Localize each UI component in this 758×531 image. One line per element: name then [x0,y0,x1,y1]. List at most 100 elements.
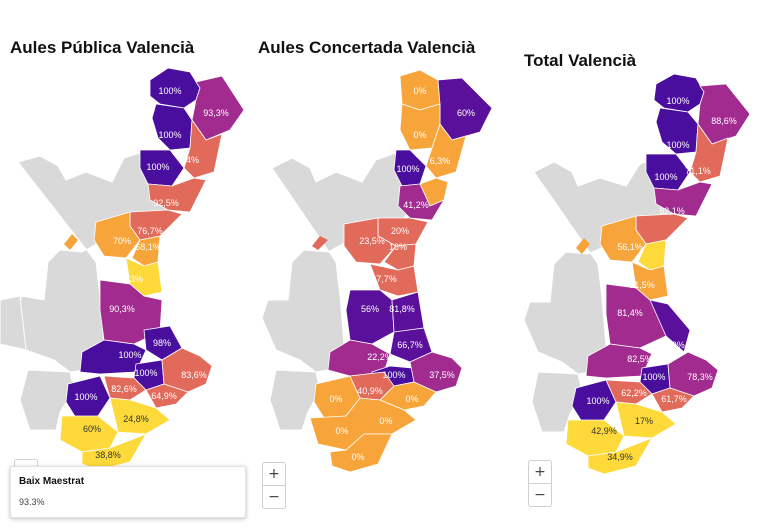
region[interactable] [343,217,397,265]
region[interactable] [425,123,467,179]
region-label: 0% [329,394,342,404]
zoom-in-button[interactable]: + [534,464,546,480]
region-label: 100% [158,130,181,140]
region-label: 73% [125,274,143,284]
zoom-out-button[interactable]: − [529,483,551,506]
region-label: 82,6% [111,384,137,394]
region-label: 81,8% [389,304,415,314]
region-label: 76,7% [137,226,163,236]
region-label: 100% [396,164,419,174]
region-label: 68,1% [135,242,161,252]
region[interactable] [147,177,207,213]
land-background [0,295,27,351]
region[interactable] [327,339,391,377]
region-label: 100% [74,392,97,402]
region[interactable] [649,299,691,353]
region-label: 81,4% [617,308,643,318]
region-label: 42,9% [591,426,617,436]
region-label: 100% [666,140,689,150]
map-publica: 100% 93,3% 100% 84% 100% 92,5% 76,7% 70%… [0,67,245,471]
region[interactable] [93,211,141,259]
region[interactable] [653,181,713,217]
region-label: 84% [181,155,199,165]
region[interactable] [103,375,147,401]
region[interactable] [397,183,445,221]
region-label: 100% [654,172,677,182]
region[interactable] [576,238,590,254]
region[interactable] [81,433,147,471]
region-label: 100% [146,162,169,172]
region-label: 83,6% [181,370,207,380]
region-label: 34,9% [607,452,633,462]
region-label: 17% [635,416,653,426]
region-label: 37,5% [429,370,455,380]
region-label: 0% [351,452,364,462]
region-label: 16% [389,242,407,252]
region-label: 98% [153,338,171,348]
title-publica: Aules Pública Valencià [10,38,195,57]
title-concertada: Aules Concertada Valencià [258,38,476,57]
map-total: 100% 88,6% 100% 71,1% 100% 82,1% 56,1% 6… [523,73,751,475]
region-label: 100% [586,396,609,406]
land-background [269,369,321,431]
region[interactable] [587,437,653,475]
region-label: 0% [413,130,426,140]
region-label: 82,1% [659,206,685,216]
region-label: 0% [335,426,348,436]
region[interactable] [151,103,193,151]
region-label: 88,6% [711,116,737,126]
region-label: 0% [413,86,426,96]
region-labels-total: 100% 88,6% 100% 71,1% 100% 82,1% 56,1% 6… [586,96,736,462]
region-label: 56,1% [617,242,643,252]
region[interactable] [689,122,729,183]
region[interactable] [79,339,147,375]
title-total: Total Valencià [524,51,637,70]
region-label: 100% [382,370,405,380]
zoom-control-concertada: + − [262,462,286,509]
region[interactable] [635,213,689,245]
region[interactable] [59,415,119,453]
region-label: 60% [83,424,101,434]
region-tooltip: Baix Maestrat 93.3% [10,466,246,518]
region-label: 60% [457,108,475,118]
region-label: 37,7% [371,274,397,284]
region-label: 61,7% [661,394,687,404]
region[interactable] [309,397,417,451]
land-background [531,371,583,433]
region[interactable] [653,73,705,113]
region-label: 6,3% [430,156,451,166]
region-label: 78,3% [687,372,713,382]
region[interactable] [599,215,647,263]
region-label: 100% [134,368,157,378]
region[interactable] [345,289,395,345]
region-label: 40,9% [357,386,383,396]
region[interactable] [329,433,393,473]
map-concertada: 0% 60% 0% 6,3% 100% 41,2% 20% 23,5% 16% … [261,69,493,473]
region[interactable] [145,383,189,409]
region-label: 0% [379,416,392,426]
region[interactable] [651,387,695,413]
region[interactable] [183,118,223,179]
region[interactable] [312,236,328,250]
region-label: 100% [118,350,141,360]
region-label: 22,2% [367,352,393,362]
region-label: 38,8% [95,450,121,460]
region-label: 56% [361,304,379,314]
zoom-control-total: + − [528,460,552,507]
tooltip-region-value: 93.3% [19,497,45,507]
region-label: 90,3% [109,304,135,314]
region-labels-publica: 100% 93,3% 100% 84% 100% 92,5% 76,7% 70%… [74,86,228,460]
region[interactable] [64,234,78,250]
region[interactable] [605,379,653,405]
region-label: 100% [158,86,181,96]
region-label: 64,9% [151,391,177,401]
region-label: 92,5% [153,198,179,208]
region[interactable] [655,107,699,155]
region-label: 100% [642,372,665,382]
zoom-in-button[interactable]: + [268,466,280,482]
region[interactable] [585,343,653,379]
region-label: 20% [391,226,409,236]
land-background [19,369,75,431]
zoom-out-button[interactable]: − [263,485,285,508]
